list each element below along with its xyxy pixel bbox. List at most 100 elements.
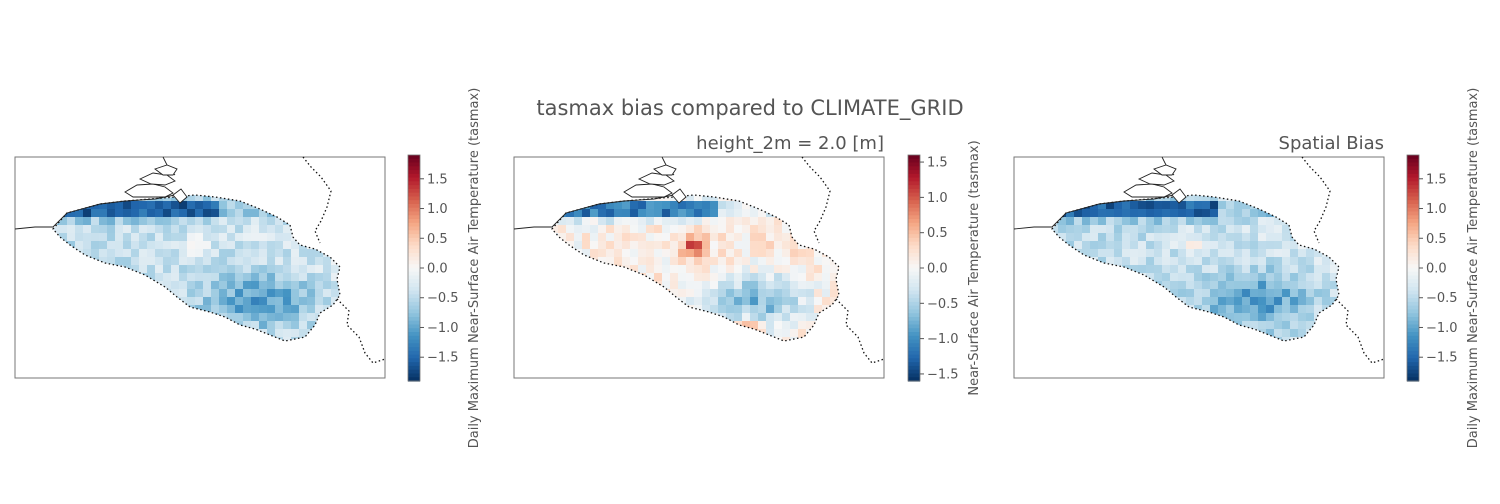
- colorbar-segment: [908, 365, 920, 371]
- bias-cell: [742, 297, 750, 305]
- bias-cell: [1202, 249, 1210, 257]
- coastline: [14, 194, 176, 230]
- bias-cell: [1210, 249, 1218, 257]
- bias-cell: [670, 209, 678, 217]
- bias-cell: [251, 217, 259, 225]
- bias-cell: [107, 241, 115, 249]
- bias-cell: [814, 297, 822, 305]
- colorbar-segment: [1407, 249, 1419, 254]
- bias-cell: [1258, 273, 1266, 281]
- bias-cell: [1170, 265, 1178, 273]
- bias-cell: [195, 195, 203, 201]
- bias-cell: [323, 281, 331, 289]
- colorbar-tick-label: 0.5: [927, 226, 948, 241]
- colorbar-segment: [408, 290, 420, 295]
- bias-cell: [1298, 297, 1306, 305]
- colorbar-segment: [908, 290, 920, 295]
- bias-cell: [275, 249, 283, 257]
- bias-cell: [115, 201, 123, 209]
- bias-cell: [91, 217, 99, 225]
- bias-cell: [235, 257, 243, 265]
- bias-cell: [638, 217, 646, 225]
- bias-cell: [107, 209, 115, 217]
- bias-cell: [195, 209, 203, 217]
- bias-cell: [1218, 225, 1226, 233]
- bias-cell: [1218, 289, 1226, 297]
- bias-cell: [598, 233, 606, 241]
- colorbar-segment: [408, 268, 420, 273]
- bias-cell: [195, 289, 203, 297]
- bias-cell: [1298, 329, 1306, 337]
- bias-cell: [710, 233, 718, 241]
- bias-cell: [830, 289, 838, 297]
- colorbar-segment: [908, 358, 920, 363]
- colorbar-segment: [908, 158, 920, 164]
- bias-cell: [1298, 273, 1306, 281]
- bias-cell: [1058, 233, 1066, 241]
- bias-cell: [1218, 281, 1226, 289]
- bias-cell: [235, 265, 243, 273]
- bias-cell: [1202, 273, 1210, 281]
- bias-cell: [582, 225, 590, 233]
- bias-cell: [710, 225, 718, 233]
- bias-cell: [1098, 233, 1106, 241]
- bias-cell: [582, 241, 590, 249]
- bias-cell: [638, 209, 646, 217]
- bias-cell: [283, 273, 291, 281]
- bias-cell: [822, 257, 830, 265]
- bias-cell: [1138, 217, 1146, 225]
- bias-cell: [694, 273, 702, 281]
- bias-cell: [686, 225, 694, 233]
- bias-cell: [139, 209, 147, 217]
- bias-cell: [227, 217, 235, 225]
- bias-cell: [630, 233, 638, 241]
- bias-cell: [299, 249, 307, 257]
- bias-cell: [83, 241, 91, 249]
- bias-cell: [1266, 305, 1274, 313]
- bias-cell: [1290, 249, 1298, 257]
- colorbar-segment: [408, 264, 420, 269]
- bias-cell: [646, 265, 654, 273]
- bias-cell: [734, 209, 742, 217]
- bias-cell: [211, 297, 219, 305]
- bias-cell: [1282, 225, 1290, 233]
- colorbar-tick-label: 1.0: [427, 202, 448, 217]
- bias-cell: [259, 273, 267, 281]
- bias-cell: [235, 217, 243, 225]
- bias-cell: [1274, 281, 1282, 289]
- bias-cell: [195, 257, 203, 265]
- bias-cell: [99, 201, 107, 209]
- bias-cell: [1242, 241, 1250, 249]
- bias-cell: [1258, 265, 1266, 273]
- bias-cell: [1106, 257, 1114, 265]
- bias-cell: [1178, 281, 1186, 289]
- bias-cell: [702, 281, 710, 289]
- bias-cell: [758, 217, 766, 225]
- bias-cell: [750, 289, 758, 297]
- bias-cell: [1194, 201, 1202, 209]
- bias-cell: [1146, 225, 1154, 233]
- colorbar-segment: [1407, 332, 1419, 337]
- colorbar-segment: [408, 200, 420, 205]
- colorbar-segment: [908, 298, 920, 303]
- bias-cell: [1258, 257, 1266, 265]
- bias-cell: [187, 225, 195, 233]
- bias-cell: [1202, 209, 1210, 217]
- colorbar-tick-label: 0.0: [427, 262, 448, 277]
- colorbar-segment: [408, 245, 420, 250]
- bias-cell: [83, 233, 91, 241]
- bias-cell: [267, 233, 275, 241]
- bias-cell: [1202, 297, 1210, 305]
- bias-cell: [766, 305, 774, 313]
- bias-cell: [1242, 217, 1250, 225]
- bias-cell: [123, 257, 131, 265]
- bias-cell: [606, 233, 614, 241]
- bias-cell: [678, 257, 686, 265]
- bias-cell: [211, 195, 219, 201]
- bias-cell: [1186, 195, 1194, 201]
- bias-cell: [742, 233, 750, 241]
- bias-cell: [195, 201, 203, 209]
- bias-cell: [798, 257, 806, 265]
- bias-cell: [814, 305, 822, 313]
- bias-cell: [702, 265, 710, 273]
